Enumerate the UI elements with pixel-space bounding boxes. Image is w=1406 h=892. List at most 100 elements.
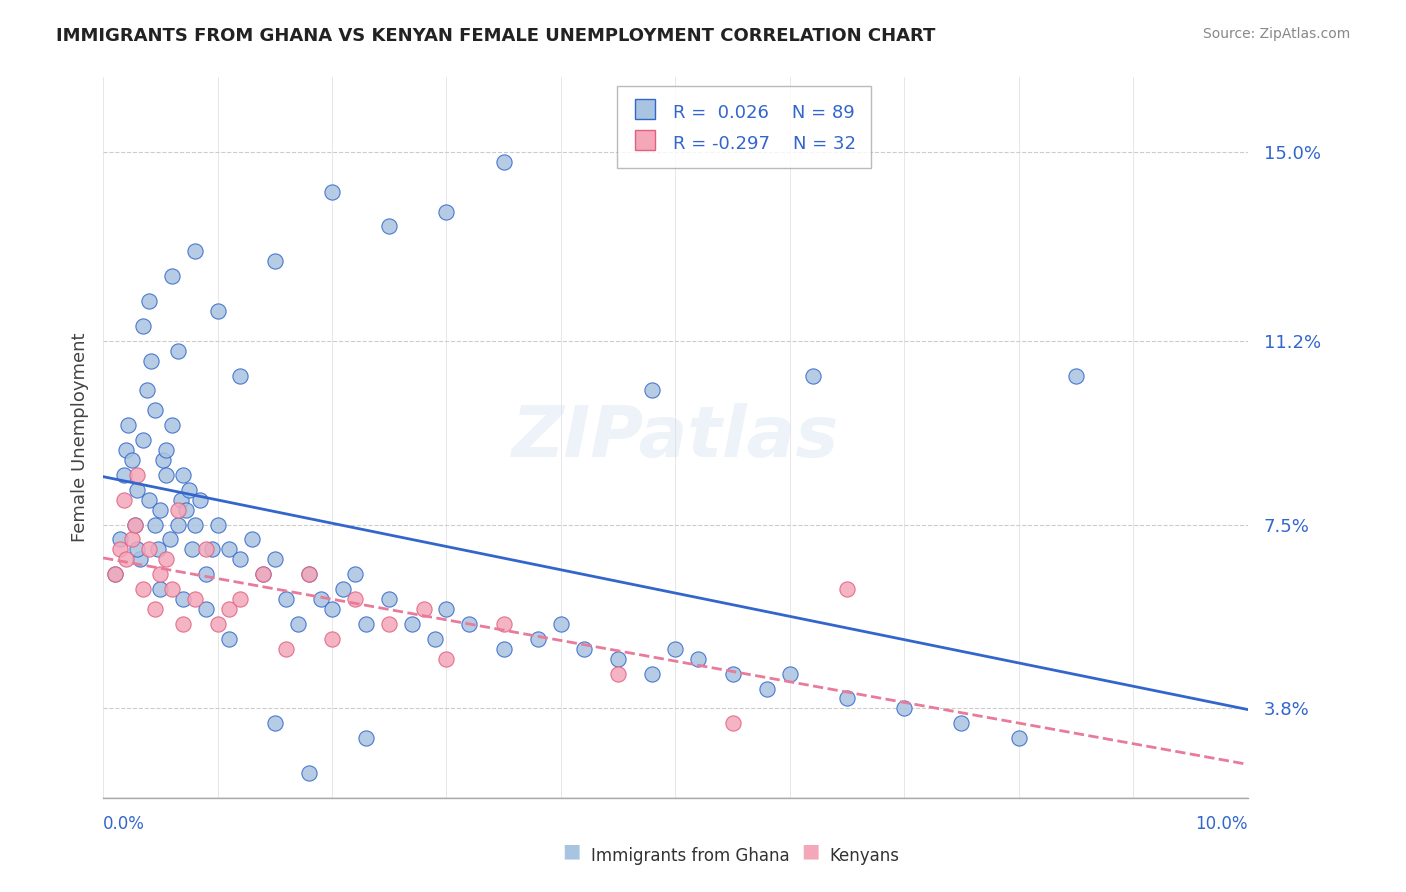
Point xyxy=(132,318,155,333)
Point xyxy=(138,293,160,308)
Point xyxy=(181,542,204,557)
Point xyxy=(195,567,218,582)
Point xyxy=(343,567,366,582)
Point xyxy=(641,384,664,398)
Point xyxy=(174,502,197,516)
Point xyxy=(160,418,183,433)
Point xyxy=(155,443,177,458)
Point xyxy=(458,616,481,631)
Point xyxy=(128,552,150,566)
Point xyxy=(207,517,229,532)
Point xyxy=(893,701,915,715)
Point xyxy=(112,492,135,507)
Point xyxy=(527,632,550,646)
Point xyxy=(641,666,664,681)
Point xyxy=(309,592,332,607)
Point xyxy=(152,453,174,467)
Point xyxy=(103,567,125,582)
Point xyxy=(218,632,240,646)
Point xyxy=(229,552,252,566)
Point xyxy=(124,517,146,532)
Point xyxy=(721,716,744,731)
Text: Source: ZipAtlas.com: Source: ZipAtlas.com xyxy=(1202,27,1350,41)
Point xyxy=(103,567,125,582)
Point xyxy=(412,602,434,616)
Point xyxy=(321,602,343,616)
Point xyxy=(607,666,630,681)
Point xyxy=(688,651,710,665)
Point xyxy=(436,651,458,665)
Legend: R =  0.026    N = 89, R = -0.297    N = 32: R = 0.026 N = 89, R = -0.297 N = 32 xyxy=(617,87,870,169)
Point xyxy=(183,244,205,259)
Point xyxy=(550,616,572,631)
Point xyxy=(159,533,181,547)
Point xyxy=(332,582,354,596)
Point xyxy=(141,353,163,368)
Point xyxy=(229,592,252,607)
Point xyxy=(110,542,132,557)
Point xyxy=(149,582,172,596)
Point xyxy=(378,592,401,607)
Point xyxy=(779,666,801,681)
Point xyxy=(117,418,139,433)
Point xyxy=(356,731,378,746)
Text: ■: ■ xyxy=(801,842,820,861)
Point xyxy=(218,542,240,557)
Point xyxy=(166,517,188,532)
Point xyxy=(146,542,169,557)
Point xyxy=(835,691,858,706)
Text: Immigrants from Ghana: Immigrants from Ghana xyxy=(591,847,789,865)
Text: ZIPatlas: ZIPatlas xyxy=(512,403,839,472)
Point xyxy=(172,616,194,631)
Point xyxy=(143,602,166,616)
Point xyxy=(143,517,166,532)
Point xyxy=(252,567,274,582)
Point xyxy=(121,453,143,467)
Point xyxy=(112,467,135,482)
Point xyxy=(132,433,155,447)
Point xyxy=(195,602,218,616)
Point xyxy=(127,483,149,497)
Point xyxy=(321,632,343,646)
Point xyxy=(1064,368,1087,383)
Point xyxy=(155,467,177,482)
Point xyxy=(149,502,172,516)
Point xyxy=(492,155,515,169)
Point xyxy=(492,616,515,631)
Point xyxy=(572,641,595,656)
Text: 10.0%: 10.0% xyxy=(1195,815,1247,833)
Point xyxy=(240,533,263,547)
Point xyxy=(183,592,205,607)
Point xyxy=(110,533,132,547)
Point xyxy=(132,582,155,596)
Y-axis label: Female Unemployment: Female Unemployment xyxy=(72,333,89,542)
Point xyxy=(755,681,778,696)
Point xyxy=(356,616,378,631)
Point xyxy=(252,567,274,582)
Point xyxy=(263,716,285,731)
Point xyxy=(276,641,298,656)
Point xyxy=(172,592,194,607)
Point xyxy=(607,651,630,665)
Point xyxy=(170,492,193,507)
Point xyxy=(401,616,423,631)
Point xyxy=(201,542,224,557)
Point xyxy=(138,542,160,557)
Point xyxy=(207,304,229,318)
Point xyxy=(229,368,252,383)
Point xyxy=(115,443,138,458)
Text: Kenyans: Kenyans xyxy=(830,847,900,865)
Point xyxy=(343,592,366,607)
Point xyxy=(124,517,146,532)
Point xyxy=(166,343,188,358)
Point xyxy=(190,492,212,507)
Point xyxy=(298,766,321,780)
Point xyxy=(127,542,149,557)
Point xyxy=(115,552,138,566)
Point xyxy=(177,483,200,497)
Point xyxy=(276,592,298,607)
Point xyxy=(950,716,973,731)
Point xyxy=(423,632,446,646)
Point xyxy=(160,582,183,596)
Text: 0.0%: 0.0% xyxy=(103,815,145,833)
